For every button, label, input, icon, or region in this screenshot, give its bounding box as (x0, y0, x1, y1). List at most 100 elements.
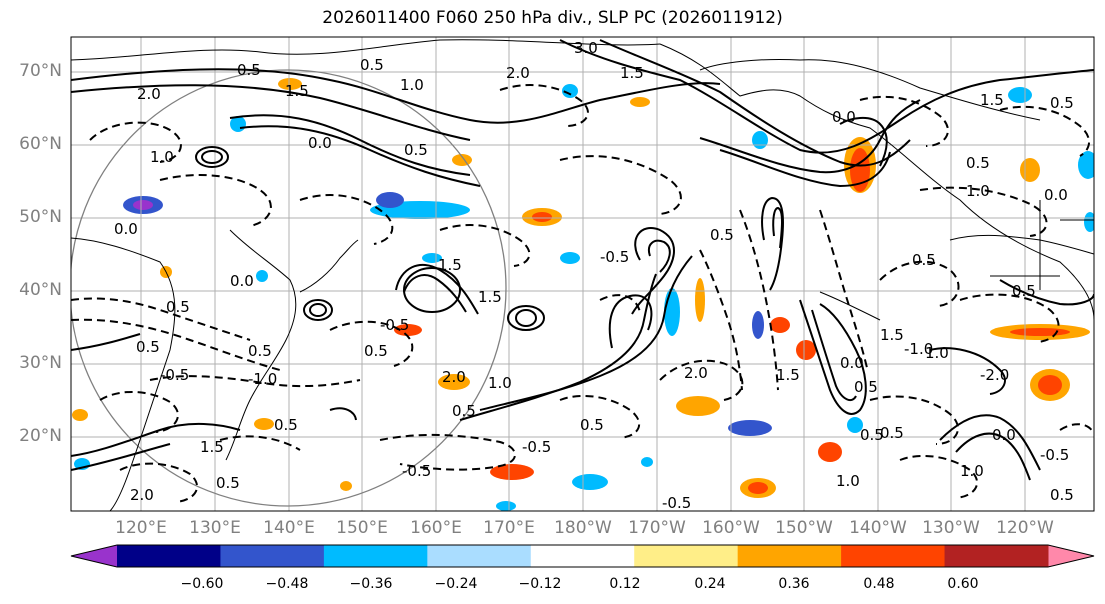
contour-label: 1.0 (836, 472, 860, 490)
map-plot-area: 3.0 2.0 1.5 0.5 0.0 1.0 0.5 0.5 1.0 2.0 … (70, 36, 1095, 512)
lat-label: 20°N (19, 426, 62, 446)
contour-label: 0.0 (832, 108, 856, 126)
lon-label: 160°E (410, 518, 462, 538)
contour-label: 0.5 (710, 226, 734, 244)
contour-label: -1.0 (248, 370, 277, 388)
contour-label: 0.5 (360, 56, 384, 74)
colorbar-tick-label: 0.12 (609, 576, 641, 592)
contour-label: 0.5 (452, 402, 476, 420)
contour-label: 1.0 (925, 344, 949, 362)
contour-label: -0.5 (160, 366, 189, 384)
contour-label: 1.0 (960, 462, 984, 480)
lon-label: 170°E (483, 518, 535, 538)
contour-label: 0.0 (840, 354, 864, 372)
contour-label: 0.5 (880, 424, 904, 442)
contour-label: 0.5 (966, 154, 990, 172)
contour-label: 0.5 (237, 61, 261, 79)
lon-label: 180°W (554, 518, 612, 538)
contour-label: -1.0 (904, 340, 933, 358)
contour-label: 2.0 (442, 368, 466, 386)
lon-label: 120°W (996, 518, 1054, 538)
contour-label: 0.5 (216, 474, 240, 492)
colorbar-tick-label: −0.48 (265, 576, 309, 592)
colorbar-tick-label: 0.36 (778, 576, 810, 592)
contour-label: 0.0 (1044, 186, 1068, 204)
colorbar-cell (841, 545, 946, 567)
lat-label: 40°N (19, 280, 62, 300)
contour-label: 0.5 (136, 338, 160, 356)
colorbar-cell (944, 545, 1049, 567)
contour-label: 0.5 (166, 298, 190, 316)
colorbar-tick-label: −0.36 (349, 576, 393, 592)
contour-label: 0.5 (404, 141, 428, 159)
lat-label: 60°N (19, 134, 62, 154)
contour-label: 1.5 (620, 64, 644, 82)
lon-label: 140°E (263, 518, 315, 538)
contour-label: 1.0 (150, 148, 174, 166)
contour-label: -0.5 (600, 248, 629, 266)
contour-label: 0.5 (248, 342, 272, 360)
lon-label: 130°E (189, 518, 241, 538)
lon-label: 140°W (849, 518, 907, 538)
map-frame (70, 36, 1095, 512)
contour-label: 0.5 (912, 251, 936, 269)
contour-label: 2.0 (506, 64, 530, 82)
lat-label: 70°N (19, 61, 62, 81)
colorbar-cell (530, 545, 635, 567)
lat-label: 50°N (19, 207, 62, 227)
colorbar-tick-label: −0.60 (180, 576, 224, 592)
contour-label: 1.5 (438, 256, 462, 274)
contour-label: -0.5 (522, 438, 551, 456)
contour-label: 0.5 (1050, 94, 1074, 112)
map-title: 2026011400 F060 250 hPa div., SLP PC (20… (322, 8, 783, 28)
colorbar (70, 544, 1095, 568)
contour-label: 3.0 (574, 39, 598, 57)
colorbar-cell (737, 545, 842, 567)
colorbar-cell (220, 545, 325, 567)
contour-label: -2.0 (980, 366, 1009, 384)
contour-label: 1.5 (776, 366, 800, 384)
contour-label: 0.5 (860, 426, 884, 444)
slp-contours-negative (71, 84, 1094, 503)
colorbar-tick-label: 0.24 (694, 576, 726, 592)
colorbar-cell (117, 545, 221, 567)
contour-label: 0.5 (580, 416, 604, 434)
colorbar-high-extend (1048, 545, 1094, 567)
contour-label: 2.0 (137, 85, 161, 103)
contour-label: 0.5 (364, 342, 388, 360)
contour-label: -0.5 (402, 462, 431, 480)
contour-label: 0.5 (1050, 486, 1074, 504)
colorbar-tick-label: 0.60 (947, 576, 979, 592)
lon-label: 170°W (628, 518, 686, 538)
contour-label: 1.5 (980, 91, 1004, 109)
contour-label: 0.5 (854, 378, 878, 396)
range-circle (71, 69, 507, 507)
contour-label: 1.5 (285, 82, 309, 100)
contour-label: 0.0 (992, 426, 1016, 444)
contour-label: 1.5 (200, 438, 224, 456)
contour-label: 1.0 (966, 182, 990, 200)
contour-label: -0.5 (662, 494, 691, 512)
contour-label: 1.0 (488, 374, 512, 392)
lon-label: 150°E (336, 518, 388, 538)
lon-label: 120°E (115, 518, 167, 538)
colorbar-cells (117, 545, 1049, 567)
contour-label: 0.0 (230, 272, 254, 290)
contour-label: 2.0 (130, 486, 154, 504)
contour-label: 1.5 (478, 288, 502, 306)
lon-label: 150°W (775, 518, 833, 538)
colorbar-low-extend (71, 545, 117, 567)
lon-label: 160°W (702, 518, 760, 538)
contour-labels: 3.0 2.0 1.5 0.5 0.0 1.0 0.5 0.5 1.0 2.0 … (114, 39, 1074, 512)
contour-label: 2.0 (684, 364, 708, 382)
contour-label: 1.5 (880, 326, 904, 344)
colorbar-cell (323, 545, 428, 567)
graticule-grid (71, 37, 1094, 511)
contour-label: 0.5 (1012, 282, 1036, 300)
contour-label: 0.0 (114, 220, 138, 238)
colorbar-tick-label: −0.24 (434, 576, 478, 592)
colorbar-tick-label: −0.12 (518, 576, 562, 592)
contour-label: -0.5 (380, 316, 409, 334)
colorbar-cell (427, 545, 532, 567)
